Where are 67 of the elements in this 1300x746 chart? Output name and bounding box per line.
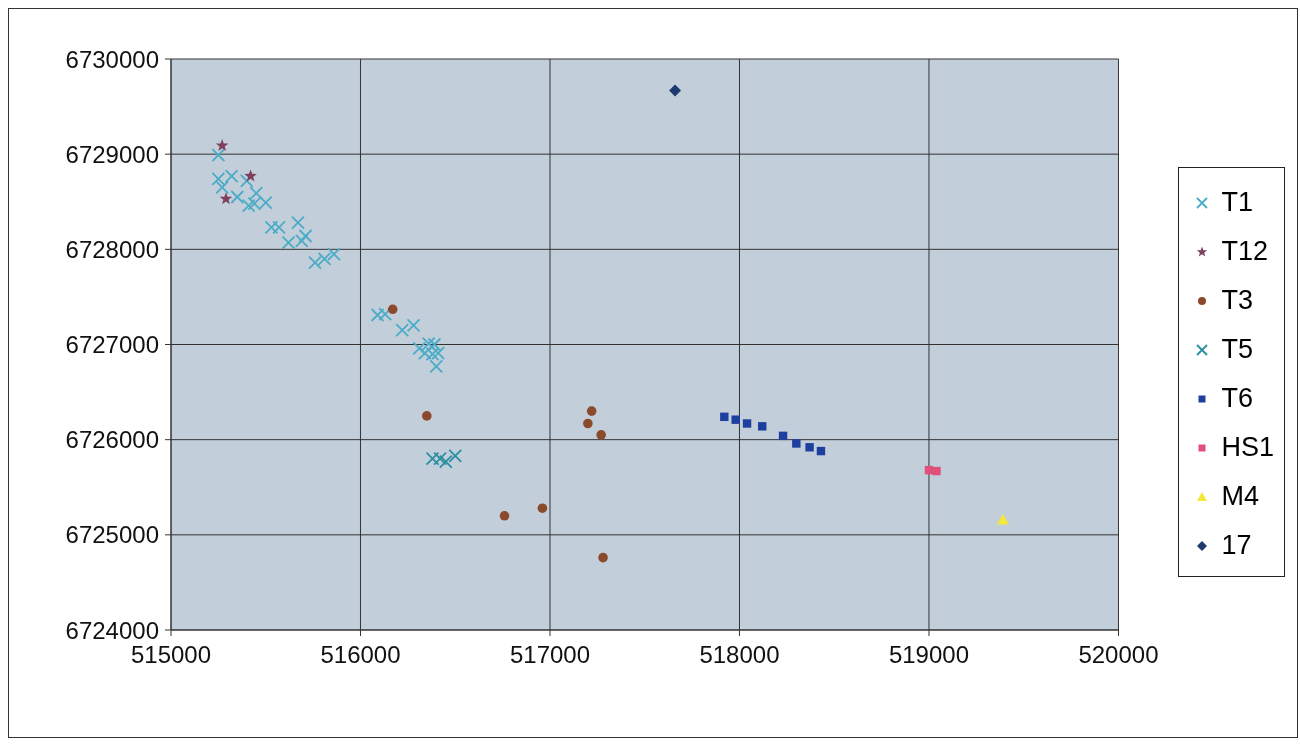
point	[422, 411, 432, 421]
point	[272, 220, 286, 235]
point	[264, 220, 279, 235]
point	[758, 422, 767, 431]
point	[215, 139, 229, 151]
legend-label: 17	[1221, 530, 1252, 561]
point	[669, 84, 682, 97]
point	[211, 148, 226, 163]
point	[742, 419, 752, 428]
y-tick-label: 6726000	[65, 426, 159, 454]
point	[720, 412, 729, 422]
point	[308, 255, 322, 270]
x-tick-label: 520000	[1078, 641, 1159, 669]
point	[731, 415, 740, 424]
point	[499, 511, 510, 521]
point	[598, 552, 608, 563]
point	[583, 418, 593, 429]
point	[805, 443, 814, 452]
point	[219, 192, 233, 205]
legend-label: T1	[1221, 187, 1253, 218]
point	[244, 169, 257, 182]
y-tick-label: 6729000	[65, 140, 159, 168]
point	[241, 198, 256, 213]
point	[239, 173, 254, 188]
point	[429, 359, 444, 374]
legend-label: M4	[1221, 481, 1259, 512]
point	[433, 451, 447, 466]
y-tick-label: 6725000	[65, 521, 159, 549]
y-tick-label: 6728000	[65, 235, 159, 263]
point	[327, 247, 341, 261]
x-tick-label: 518000	[699, 641, 780, 669]
y-tick-label: 6724000	[65, 616, 159, 644]
point	[596, 430, 606, 440]
point	[421, 336, 436, 351]
point	[932, 466, 941, 476]
point	[395, 323, 410, 338]
point	[249, 186, 264, 201]
point	[215, 180, 230, 195]
point	[586, 406, 597, 416]
point	[406, 318, 421, 333]
point	[298, 229, 313, 243]
point	[792, 439, 801, 448]
legend-label: T6	[1221, 383, 1253, 414]
x-tick-label: 516000	[320, 641, 401, 669]
y-tick-label: 6730000	[65, 45, 159, 73]
legend-label: T5	[1221, 334, 1253, 365]
point	[291, 215, 305, 230]
point	[537, 503, 548, 513]
point	[378, 307, 393, 321]
point	[778, 431, 788, 441]
point	[370, 308, 385, 322]
x-tick-label: 519000	[888, 641, 970, 669]
point	[996, 513, 1009, 525]
point	[448, 448, 463, 463]
y-tick-label: 6727000	[65, 331, 159, 359]
x-tick-label: 515000	[130, 641, 212, 669]
point	[387, 304, 398, 315]
legend-label: T12	[1221, 236, 1268, 267]
point	[230, 190, 245, 204]
point	[427, 337, 442, 352]
point	[816, 446, 826, 456]
point	[425, 347, 440, 361]
point	[412, 341, 427, 356]
point	[317, 251, 332, 266]
x-tick-label: 517000	[509, 641, 591, 669]
legend-label: HS1	[1221, 432, 1274, 463]
legend-label: T3	[1221, 285, 1253, 316]
